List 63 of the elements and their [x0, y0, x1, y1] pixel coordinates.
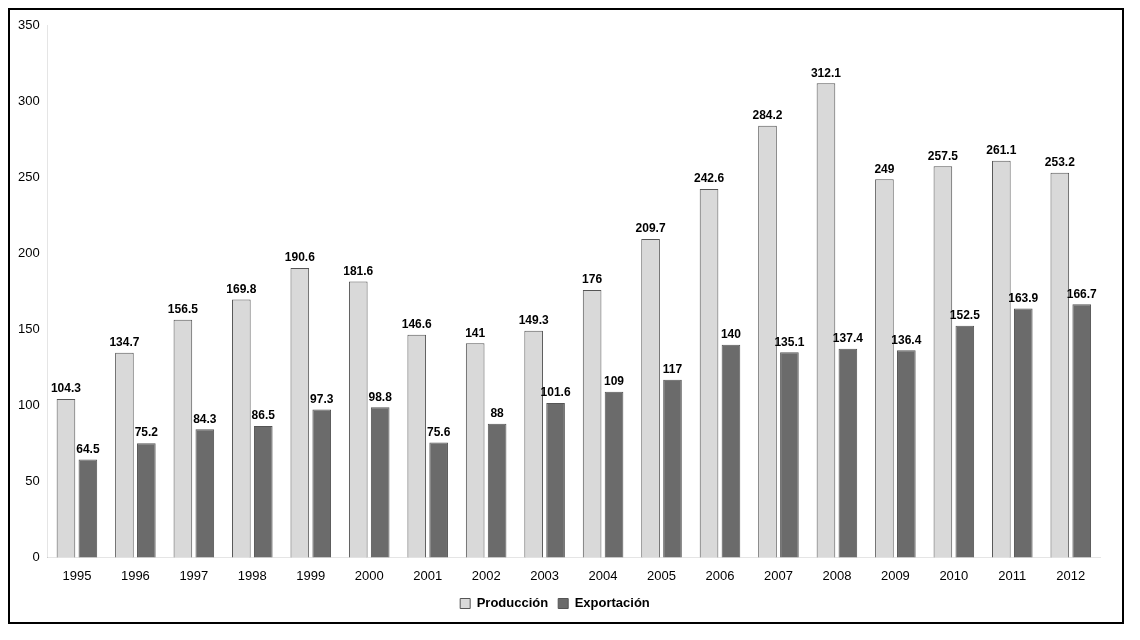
- y-tick-label: 250: [17, 169, 40, 185]
- data-label: 261.1: [986, 143, 1017, 158]
- x-tick-label: 2006: [705, 567, 735, 583]
- x-tick-label: 1995: [62, 567, 92, 583]
- x-tick-label: 2005: [647, 567, 676, 583]
- data-label: 242.6: [694, 171, 725, 186]
- y-tick-label: 300: [17, 93, 40, 109]
- data-label: 104.3: [50, 381, 82, 396]
- x-tick-label: 2012: [1056, 567, 1086, 583]
- data-label: 166.7: [1066, 286, 1098, 301]
- data-label: 190.6: [284, 250, 316, 265]
- x-tick-label: 1997: [179, 567, 209, 583]
- data-label: 146.6: [401, 317, 433, 332]
- data-label: 98.8: [368, 389, 393, 404]
- data-label: 136.4: [891, 332, 922, 347]
- data-label: 75.6: [426, 424, 451, 439]
- data-label: 134.7: [109, 335, 140, 350]
- data-label: 176: [582, 272, 603, 287]
- legend-label: Producción: [476, 595, 549, 611]
- y-tick-label: 350: [17, 17, 40, 33]
- x-tick-label: 1996: [120, 567, 150, 583]
- data-label: 88: [490, 406, 505, 421]
- data-label: 312.1: [810, 65, 842, 80]
- x-tick-label: 1998: [237, 567, 267, 583]
- data-label: 149.3: [518, 312, 549, 327]
- x-tick-label: 2002: [471, 567, 501, 583]
- y-tick-label: 100: [17, 397, 40, 413]
- x-tick-label: 2001: [413, 567, 443, 583]
- x-tick-label: 2000: [354, 567, 384, 583]
- data-label: 169.8: [226, 281, 257, 296]
- data-label: 163.9: [1008, 290, 1039, 305]
- x-tick-label: 2003: [530, 567, 560, 583]
- data-label: 64.5: [76, 441, 100, 456]
- legend-label: Exportación: [574, 595, 650, 611]
- data-label: 97.3: [310, 391, 334, 406]
- data-label: 152.5: [949, 308, 981, 323]
- x-tick-label: 2009: [880, 567, 910, 583]
- x-tick-label: 2010: [939, 567, 969, 583]
- x-tick-label: 2008: [822, 567, 852, 583]
- data-label: 284.2: [752, 108, 783, 123]
- data-label: 209.7: [635, 221, 666, 236]
- data-label: 253.2: [1044, 155, 1076, 170]
- data-label: 257.5: [927, 148, 959, 163]
- data-label: 84.3: [193, 411, 217, 426]
- x-tick-label: 2007: [764, 567, 793, 583]
- x-tick-label: 1999: [296, 567, 326, 583]
- y-tick-label: 200: [17, 245, 40, 261]
- y-tick-label: 150: [17, 321, 40, 337]
- data-label: 181.6: [343, 263, 374, 278]
- data-label: 117: [662, 362, 683, 377]
- data-label: 75.2: [134, 425, 159, 440]
- x-tick-label: 2004: [588, 567, 618, 583]
- data-label: 156.5: [167, 302, 199, 317]
- data-label: 249: [874, 161, 895, 176]
- data-label: 140: [720, 327, 742, 342]
- data-label: 135.1: [774, 334, 805, 349]
- data-label: 109: [604, 374, 625, 389]
- y-tick-label: 50: [25, 473, 40, 489]
- x-tick-label: 2011: [998, 567, 1027, 583]
- data-label: 137.4: [832, 331, 864, 346]
- y-tick-label: 0: [32, 548, 40, 564]
- data-label: 141: [465, 325, 486, 340]
- data-label: 86.5: [251, 408, 276, 423]
